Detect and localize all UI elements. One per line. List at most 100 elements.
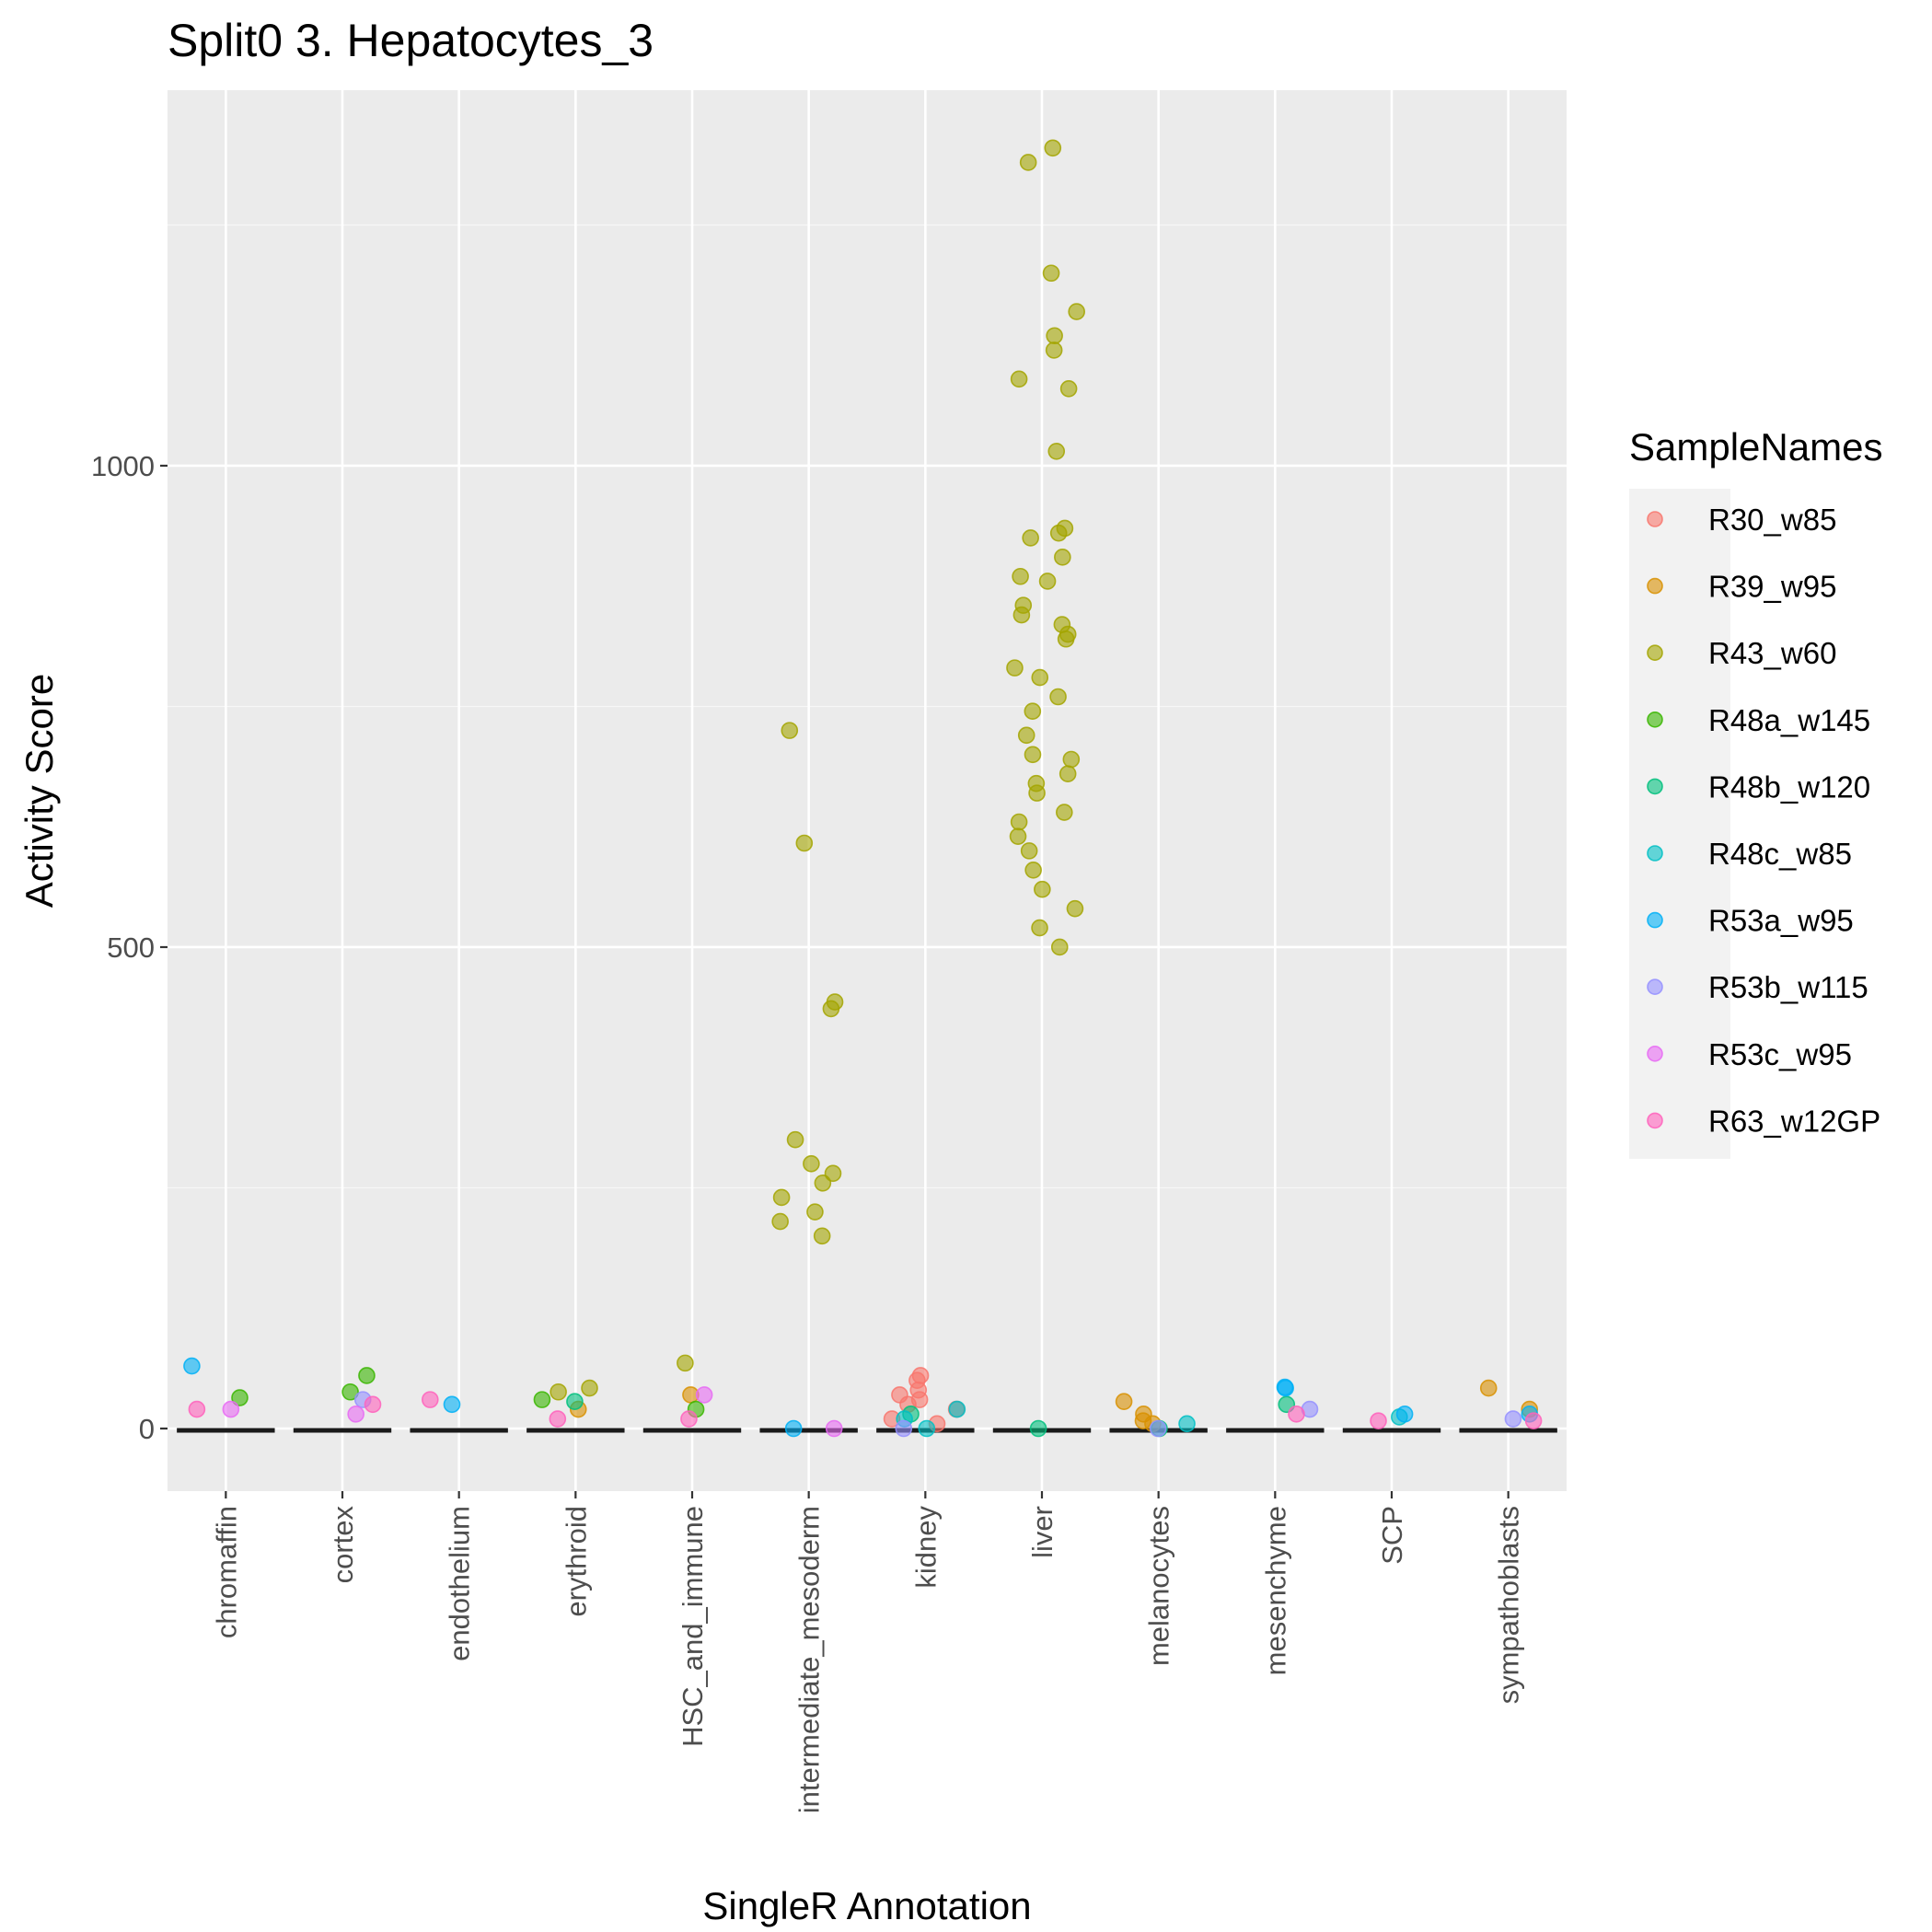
point-R48c_w85 (1178, 1415, 1196, 1433)
point-R63_w12GP (188, 1400, 206, 1418)
point-R48a_w145 (533, 1391, 551, 1408)
legend-key (1647, 778, 1663, 795)
x-tick-label: mesenchyme (1259, 1506, 1291, 1675)
point-R43_w60 (677, 1354, 694, 1372)
y-tick-label: 0 (139, 1413, 155, 1445)
legend-key (1647, 711, 1663, 728)
point-R43_w60 (1049, 688, 1067, 706)
point-R43_w60 (1066, 899, 1084, 918)
point-R43_w60 (1038, 573, 1057, 590)
point-R63_w12GP (1524, 1412, 1543, 1429)
point-R63_w12GP (364, 1395, 382, 1414)
point-R43_w60 (786, 1130, 804, 1149)
point-R43_w60 (1012, 567, 1029, 585)
legend-key (1647, 1112, 1663, 1129)
legend-label: R63_w12GP (1708, 1104, 1880, 1138)
point-R63_w12GP (422, 1391, 439, 1408)
point-R48a_w145 (358, 1367, 376, 1384)
x-tick-label: liver (1026, 1506, 1059, 1558)
point-R43_w60 (1012, 606, 1031, 624)
point-R43_w60 (1024, 746, 1042, 764)
x-tick-label: SCP (1376, 1506, 1408, 1565)
x-tick-label: chromaffin (210, 1506, 242, 1638)
point-R63_w12GP (1370, 1412, 1387, 1429)
point-R53a_w95 (784, 1419, 803, 1438)
point-R53b_w115 (895, 1419, 913, 1438)
point-R43_w60 (1017, 726, 1035, 745)
point-R43_w60 (1034, 880, 1051, 898)
point-R53a_w95 (183, 1357, 201, 1375)
x-tick-label: sympathoblasts (1493, 1506, 1525, 1704)
x-tick-label: intermediate_mesoderm (793, 1506, 826, 1813)
point-R43_w60 (1049, 524, 1068, 542)
point-R43_w60 (806, 1203, 824, 1221)
point-R43_w60 (1068, 303, 1085, 320)
point-R48a_w145 (231, 1389, 249, 1406)
point-R53b_w115 (1504, 1410, 1522, 1428)
legend-key (1647, 577, 1663, 595)
point-R63_w12GP (549, 1410, 567, 1428)
point-R43_w60 (822, 1000, 840, 1018)
point-R53a_w95 (1395, 1406, 1414, 1423)
point-R48c_w85 (918, 1419, 936, 1438)
x-tick-label: kidney (909, 1506, 942, 1589)
point-R43_w60 (814, 1174, 832, 1192)
x-tick-label: cortex (327, 1506, 359, 1584)
point-R43_w60 (1028, 784, 1046, 802)
point-R48b_w120 (566, 1393, 584, 1411)
point-R43_w60 (772, 1188, 791, 1207)
point-R53a_w95 (1277, 1379, 1294, 1397)
chart-title: Split0 3. Hepatocytes_3 (168, 15, 654, 66)
legend: SampleNames R30_w85 R39_w95 R43_w60 R48a_w1… (1629, 425, 1882, 1159)
legend-key (1647, 1046, 1663, 1062)
legend-key (1647, 978, 1663, 995)
point-R43_w60 (581, 1379, 598, 1397)
legend-label: R53c_w95 (1708, 1037, 1852, 1071)
point-R43_w60 (1024, 702, 1042, 721)
y-tick-label: 500 (107, 931, 155, 964)
point-R43_w60 (1050, 938, 1069, 956)
point-R63_w12GP (1288, 1406, 1305, 1423)
point-R39_w95 (1479, 1379, 1498, 1397)
legend-label: R30_w85 (1708, 503, 1836, 537)
point-R43_w60 (1019, 154, 1037, 171)
legend-title: SampleNames (1629, 425, 1882, 469)
x-axis-title: SingleR Annotation (702, 1884, 1031, 1927)
x-tick-label: endothelium (444, 1506, 476, 1661)
point-R48c_w85 (948, 1400, 966, 1418)
point-R43_w60 (1031, 919, 1048, 937)
point-R53b_w115 (1149, 1419, 1167, 1438)
point-R53c_w95 (825, 1419, 843, 1438)
grid-minor (168, 224, 1567, 1189)
x-axis: chromaffin cortex endothelium erythroid HSC_… (210, 1491, 1525, 1813)
plot-panel (168, 90, 1567, 1491)
legend-label: R48b_w120 (1708, 769, 1870, 804)
point-R43_w60 (813, 1227, 831, 1245)
legend-key (1647, 644, 1663, 662)
point-R48b_w120 (1029, 1419, 1047, 1438)
legend-label: R48c_w85 (1708, 837, 1852, 871)
point-R43_w60 (1024, 861, 1042, 879)
point-R43_w60 (1057, 630, 1075, 648)
point-R30_w85 (911, 1367, 930, 1384)
point-R43_w60 (1059, 765, 1077, 782)
x-tick-label: melanocytes (1143, 1506, 1175, 1666)
point-R43_w60 (1020, 842, 1038, 860)
legend-key (1647, 845, 1663, 862)
point-R43_w60 (1059, 379, 1078, 398)
y-tick-label: 1000 (91, 450, 155, 482)
legend-key (1647, 511, 1663, 527)
point-R43_w60 (1022, 529, 1039, 547)
point-R43_w60 (803, 1155, 820, 1173)
x-tick-label: erythroid (560, 1506, 592, 1617)
y-axis-title: Activity Score (17, 674, 61, 908)
legend-label: R39_w95 (1708, 570, 1836, 604)
point-R43_w60 (1031, 668, 1049, 687)
point-R43_w60 (1006, 659, 1024, 677)
legend-label: R48a_w145 (1708, 703, 1870, 737)
legend-key (1647, 911, 1663, 929)
point-R43_w60 (771, 1212, 789, 1231)
legend-key-background (1629, 489, 1730, 1159)
point-R43_w60 (1047, 442, 1066, 460)
